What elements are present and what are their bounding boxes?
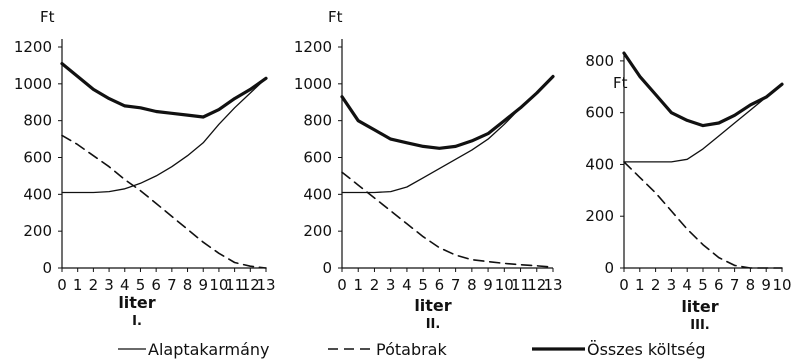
- x-tick-label: 5: [418, 276, 428, 294]
- y-tick-label: 200: [585, 207, 614, 225]
- panel-label: III.: [690, 318, 709, 333]
- x-tick-label: 3: [386, 276, 396, 294]
- y-tick-label: 800: [23, 112, 52, 130]
- x-axis-label: liter: [118, 293, 155, 312]
- x-tick-label: 7: [167, 276, 177, 294]
- x-tick-label: 1: [635, 276, 645, 294]
- y-tick-label: 0: [604, 259, 614, 277]
- x-tick-label: 8: [746, 276, 756, 294]
- x-tick-label: 4: [120, 276, 130, 294]
- x-axis-label: liter: [681, 297, 718, 316]
- panel-label: I.: [132, 314, 142, 329]
- y-tick-label: 400: [585, 155, 614, 173]
- x-tick-label: 7: [451, 276, 461, 294]
- x-tick-label: 0: [619, 276, 629, 294]
- x-tick-label: 9: [483, 276, 493, 294]
- x-tick-label: 12: [241, 276, 260, 294]
- y-unit-label: Ft: [328, 8, 343, 26]
- x-tick-label: 4: [682, 276, 692, 294]
- x-tick-label: 5: [698, 276, 708, 294]
- x-tick-label: 7: [730, 276, 740, 294]
- legend-label: Összes költség: [587, 340, 705, 359]
- x-tick-label: 2: [651, 276, 661, 294]
- x-tick-label: 10: [209, 276, 228, 294]
- x-tick-label: 6: [435, 276, 445, 294]
- y-tick-label: 800: [585, 52, 614, 70]
- y-tick-label: 0: [42, 259, 52, 277]
- x-tick-label: 10: [772, 276, 791, 294]
- y-unit-label: Ft: [613, 74, 628, 92]
- y-tick-label: 600: [303, 149, 332, 167]
- series-line-thin: [623, 83, 783, 163]
- x-tick-label: 2: [370, 276, 380, 294]
- y-tick-label: 200: [303, 222, 332, 240]
- panel-label: II.: [426, 317, 441, 332]
- x-tick-label: 13: [256, 276, 275, 294]
- x-tick-label: 8: [467, 276, 477, 294]
- x-tick-label: 3: [104, 276, 114, 294]
- y-tick-label: 800: [303, 112, 332, 130]
- series-line-thick: [622, 51, 784, 128]
- legend-label: Alaptakarmány: [148, 340, 270, 359]
- y-tick-label: 1200: [14, 38, 52, 56]
- series-line-dashed: [341, 171, 554, 268]
- x-tick-label: 0: [57, 276, 67, 294]
- x-tick-label: 9: [761, 276, 771, 294]
- x-tick-label: 5: [136, 276, 146, 294]
- y-tick-label: 400: [23, 185, 52, 203]
- x-tick-label: 2: [89, 276, 99, 294]
- y-unit-label: Ft: [40, 8, 55, 26]
- x-tick-label: 6: [151, 276, 161, 294]
- series-line-thick: [60, 61, 268, 119]
- x-tick-label: 9: [198, 276, 208, 294]
- x-tick-label: 11: [225, 276, 244, 294]
- y-tick-label: 200: [23, 222, 52, 240]
- y-tick-label: 1000: [294, 75, 332, 93]
- y-tick-label: 1200: [294, 38, 332, 56]
- x-tick-label: 4: [402, 276, 412, 294]
- legend-label: Pótabrak: [376, 340, 447, 359]
- x-tick-label: 1: [73, 276, 83, 294]
- y-tick-label: 600: [23, 149, 52, 167]
- series-line-dashed: [61, 134, 267, 269]
- x-tick-label: 1: [353, 276, 363, 294]
- legend: Alaptakarmány Pótabrak Összes költség: [118, 340, 705, 359]
- x-tick-label: 8: [183, 276, 193, 294]
- x-tick-label: 3: [667, 276, 677, 294]
- series-line-dashed: [623, 161, 783, 269]
- series-line-thin: [341, 75, 554, 194]
- x-tick-label: 13: [543, 276, 562, 294]
- series-line-thin: [61, 77, 267, 194]
- x-tick-label: 6: [714, 276, 724, 294]
- x-tick-label: 10: [495, 276, 514, 294]
- x-tick-label: 12: [527, 276, 546, 294]
- x-tick-label: 0: [337, 276, 347, 294]
- y-tick-label: 400: [303, 185, 332, 203]
- x-tick-label: 11: [511, 276, 530, 294]
- y-tick-label: 0: [322, 259, 332, 277]
- series-line-thick: [340, 74, 555, 150]
- x-axis-label: liter: [414, 296, 451, 315]
- y-tick-label: 1000: [14, 75, 52, 93]
- y-tick-label: 600: [585, 104, 614, 122]
